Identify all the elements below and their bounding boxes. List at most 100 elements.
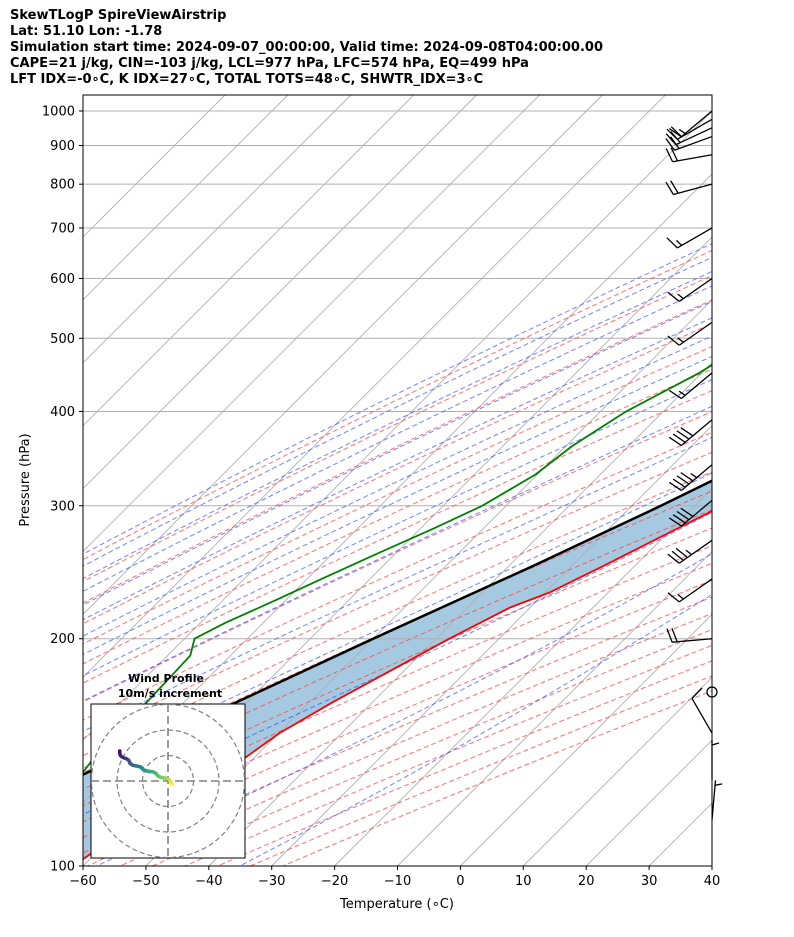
barb-half-flag xyxy=(678,128,686,135)
isotherm-line xyxy=(83,95,603,616)
isotherm-line xyxy=(711,865,712,866)
y-tick-label: 900 xyxy=(50,139,75,154)
barb-staff xyxy=(680,372,713,400)
dry-adiabat xyxy=(282,690,712,866)
hodograph-inset: Wind Profile 10m/s increment xyxy=(90,672,246,859)
wind-barb xyxy=(691,687,713,734)
barb-staff xyxy=(672,154,713,163)
barb-flag xyxy=(665,133,677,146)
barb-staff xyxy=(677,118,713,140)
dry-adiabat xyxy=(83,490,712,774)
profile-series xyxy=(83,363,712,861)
dry-adiabat xyxy=(83,299,712,604)
barb-half-flag xyxy=(714,783,723,786)
barb-flag xyxy=(668,389,682,400)
isotherm-line xyxy=(83,95,540,553)
x-axis-label: Temperature (∘C) xyxy=(339,897,454,912)
isotherm-line xyxy=(83,95,477,490)
wind-barb xyxy=(665,127,713,146)
isotherm-line xyxy=(83,95,666,678)
wind-barb xyxy=(667,277,713,302)
barb-staff xyxy=(673,183,713,196)
isotherm-line xyxy=(83,95,289,301)
index-line: LFT IDX=-0∘C, K IDX=27∘C, TOTAL TOTS=48∘… xyxy=(10,72,484,87)
barb-flag xyxy=(672,478,686,488)
isotherm-line xyxy=(208,362,712,866)
barb-staff xyxy=(680,110,713,138)
isotherm-line xyxy=(522,676,712,866)
y-tick-label: 800 xyxy=(50,178,75,193)
barb-flag xyxy=(666,628,673,643)
barb-flag xyxy=(680,472,694,482)
barb-staff xyxy=(674,135,713,151)
barb-flag xyxy=(670,126,683,138)
isotherm-line xyxy=(83,95,226,238)
barb-flag xyxy=(665,148,674,163)
barb-staff xyxy=(677,227,713,249)
time-line: Simulation start time: 2024-09-07_00:00:… xyxy=(10,40,603,55)
x-tick-label: −30 xyxy=(258,874,285,889)
wind-barb xyxy=(667,321,713,346)
x-tick-label: −20 xyxy=(321,874,348,889)
barb-half-flag xyxy=(711,742,720,746)
wind-barb xyxy=(665,147,713,163)
wind-barb xyxy=(665,180,713,196)
barb-flag xyxy=(671,627,678,643)
dry-adiabat xyxy=(83,249,712,561)
moist-adiabat xyxy=(96,553,712,866)
barb-staff xyxy=(678,277,713,302)
cape-cin-area xyxy=(83,480,712,860)
moist-adiabat xyxy=(83,300,712,606)
y-tick-label: 500 xyxy=(50,332,75,347)
dry-adiabat xyxy=(83,527,712,807)
x-tick-label: −60 xyxy=(69,874,96,889)
isotherm-line xyxy=(83,110,712,741)
temperature-line xyxy=(83,510,712,861)
barb-half-flag xyxy=(677,293,684,300)
isotherm-line xyxy=(334,487,712,866)
barb-staff xyxy=(678,578,713,603)
wind-barb xyxy=(711,739,720,780)
dewpoint-line xyxy=(83,363,712,774)
barb-flag xyxy=(668,436,682,446)
barb-flag xyxy=(667,592,680,603)
moist-adiabat xyxy=(83,355,712,656)
barb-flag xyxy=(666,237,678,249)
x-tick-label: −50 xyxy=(132,874,159,889)
hodograph-title: Wind Profile xyxy=(128,672,204,685)
barb-flag xyxy=(672,433,686,443)
moist-adiabat xyxy=(83,270,712,579)
wind-barb xyxy=(668,372,713,400)
moist-adiabat xyxy=(83,256,712,567)
isotherm-line xyxy=(775,95,794,866)
barb-staff xyxy=(678,321,713,346)
barb-half-flag xyxy=(685,549,692,556)
barb-flag xyxy=(680,507,694,517)
wind-barb xyxy=(666,227,713,249)
chart-title: SkewTLogP SpireViewAirstrip xyxy=(10,8,227,23)
barb-flag xyxy=(670,136,680,149)
barb-staff xyxy=(691,698,713,734)
isotherm-line xyxy=(397,550,712,866)
moist-adiabat xyxy=(83,285,712,592)
barb-half-flag xyxy=(677,337,684,343)
cape-cin-shading xyxy=(83,480,712,860)
moist-adiabat xyxy=(83,317,712,621)
barb-staff xyxy=(680,499,713,527)
moist-adiabat xyxy=(83,378,712,677)
y-tick-label: 300 xyxy=(50,499,75,514)
hodograph-plot xyxy=(91,704,245,858)
dry-adiabat xyxy=(83,451,712,739)
barb-flag xyxy=(675,547,688,559)
dry-adiabat xyxy=(83,411,712,703)
wind-barb xyxy=(666,627,713,643)
barb-flag xyxy=(667,553,680,564)
barb-flag xyxy=(668,517,682,527)
y-tick-label: 200 xyxy=(50,632,75,647)
barb-flag xyxy=(665,181,674,195)
dry-adiabat xyxy=(83,509,712,790)
wind-barbs xyxy=(665,110,723,821)
reference-lines xyxy=(83,95,794,866)
x-tick-label: −10 xyxy=(384,874,411,889)
wind-barb xyxy=(667,578,713,603)
